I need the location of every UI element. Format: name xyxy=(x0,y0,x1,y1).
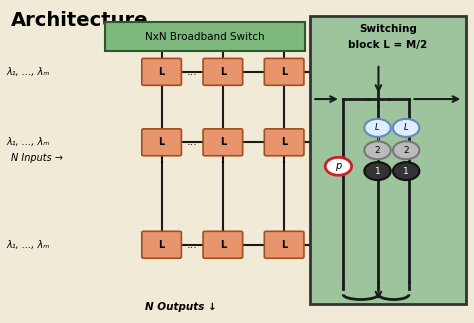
Text: L: L xyxy=(158,240,165,250)
FancyBboxPatch shape xyxy=(142,231,182,258)
Text: ⋮: ⋮ xyxy=(155,151,169,165)
Text: L: L xyxy=(281,240,287,250)
FancyBboxPatch shape xyxy=(203,231,243,258)
Text: L: L xyxy=(281,67,287,77)
Circle shape xyxy=(393,141,419,159)
Text: L: L xyxy=(375,123,380,132)
Text: 1: 1 xyxy=(403,167,409,176)
Text: ...: ... xyxy=(187,240,198,250)
Text: NxN Broadband Switch: NxN Broadband Switch xyxy=(146,32,265,42)
FancyBboxPatch shape xyxy=(264,129,304,156)
Text: 1: 1 xyxy=(374,167,381,176)
FancyBboxPatch shape xyxy=(142,129,182,156)
Circle shape xyxy=(365,162,391,180)
Text: λ₁, ..., λₘ: λ₁, ..., λₘ xyxy=(6,137,49,147)
Circle shape xyxy=(393,119,419,137)
FancyBboxPatch shape xyxy=(142,58,182,85)
Text: L: L xyxy=(220,240,226,250)
Text: ...: ... xyxy=(187,67,198,77)
Text: L: L xyxy=(158,137,165,147)
Circle shape xyxy=(393,162,419,180)
Text: N Outputs ↓: N Outputs ↓ xyxy=(145,302,216,312)
Text: λ₁, ..., λₘ: λ₁, ..., λₘ xyxy=(6,240,49,250)
FancyBboxPatch shape xyxy=(203,58,243,85)
Text: ⋮: ⋮ xyxy=(216,151,230,165)
Text: Architecture: Architecture xyxy=(11,11,148,30)
Text: L: L xyxy=(281,137,287,147)
FancyBboxPatch shape xyxy=(105,22,305,51)
Text: p: p xyxy=(335,161,342,171)
Text: ...: ... xyxy=(187,137,198,147)
FancyBboxPatch shape xyxy=(264,58,304,85)
Text: Switching: Switching xyxy=(359,24,417,34)
Circle shape xyxy=(365,141,391,159)
Text: L: L xyxy=(220,67,226,77)
Text: L: L xyxy=(404,123,409,132)
Text: block L = M/2: block L = M/2 xyxy=(348,40,428,50)
Circle shape xyxy=(365,119,391,137)
Text: 2: 2 xyxy=(403,146,409,155)
FancyBboxPatch shape xyxy=(310,16,465,304)
Text: L: L xyxy=(220,137,226,147)
Text: L: L xyxy=(158,67,165,77)
Text: λ₁, ..., λₘ: λ₁, ..., λₘ xyxy=(6,67,49,77)
Circle shape xyxy=(325,157,352,175)
Text: ⋮: ⋮ xyxy=(277,151,291,165)
Text: N Inputs →: N Inputs → xyxy=(11,153,63,163)
FancyBboxPatch shape xyxy=(264,231,304,258)
Text: 2: 2 xyxy=(375,146,380,155)
FancyBboxPatch shape xyxy=(203,129,243,156)
